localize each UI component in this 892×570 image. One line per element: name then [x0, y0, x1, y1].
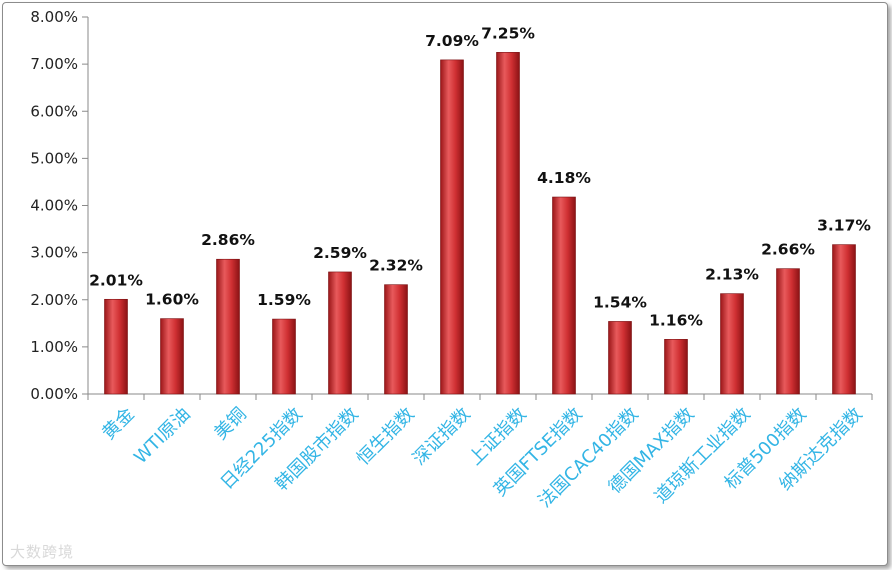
y-tick-label: 1.00%	[30, 338, 78, 356]
data-labels: 2.01%1.60% 2.86% 1.59% 2.59%2.32% 7.09% 7.25%…	[89, 24, 871, 329]
y-tick-label: 6.00%	[30, 102, 78, 120]
category-label: 道琼斯工业指数	[651, 404, 755, 508]
y-tick-label: 8.00%	[30, 8, 78, 26]
category-label: 黄金	[98, 404, 138, 444]
data-label: 4.18%	[537, 169, 591, 187]
data-label: 1.16%	[649, 311, 703, 329]
y-tick-label: 2.00%	[30, 291, 78, 309]
data-label: 3.17%	[817, 217, 871, 235]
watermark-text: 大数跨境	[10, 543, 75, 561]
data-label: 2.01%	[89, 271, 143, 289]
category-label: 法国CAC40指数	[534, 404, 642, 512]
bar	[552, 196, 576, 395]
data-label: 2.59%	[313, 244, 367, 262]
bar	[104, 298, 128, 395]
bar	[496, 52, 520, 395]
data-label: 7.09%	[425, 32, 479, 50]
category-label: 深证指数	[409, 404, 475, 470]
bar	[440, 59, 464, 395]
bar	[384, 284, 408, 395]
data-label: 2.32%	[369, 257, 423, 275]
y-tick-label: 5.00%	[30, 149, 78, 167]
bar	[608, 321, 632, 395]
data-label: 2.86%	[201, 231, 255, 249]
y-tick-label: 0.00%	[30, 385, 78, 403]
bar	[216, 258, 240, 395]
bar	[832, 244, 856, 395]
y-tick-label: 3.00%	[30, 244, 78, 262]
data-label: 1.60%	[145, 291, 199, 309]
data-label: 7.25%	[481, 24, 535, 42]
category-label: 恒生指数	[353, 404, 419, 470]
y-tick-label: 4.00%	[30, 197, 78, 215]
bar	[272, 318, 296, 395]
category-label: WTI原油	[130, 404, 194, 468]
bar	[328, 271, 352, 395]
bar	[720, 293, 744, 395]
bar	[664, 339, 688, 395]
y-tick-label: 7.00%	[30, 55, 78, 73]
data-label: 1.59%	[257, 291, 311, 309]
category-label: 美铜	[210, 404, 250, 444]
bars	[104, 52, 856, 395]
bar	[776, 268, 800, 395]
data-label: 2.66%	[761, 241, 815, 259]
data-label: 2.13%	[705, 266, 759, 284]
data-label: 1.54%	[593, 293, 647, 311]
axes: 0.00% 1.00% 2.00% 3.00% 4.00% 5.00% 6.00% 7.00%…	[30, 8, 873, 403]
bar	[160, 318, 184, 395]
